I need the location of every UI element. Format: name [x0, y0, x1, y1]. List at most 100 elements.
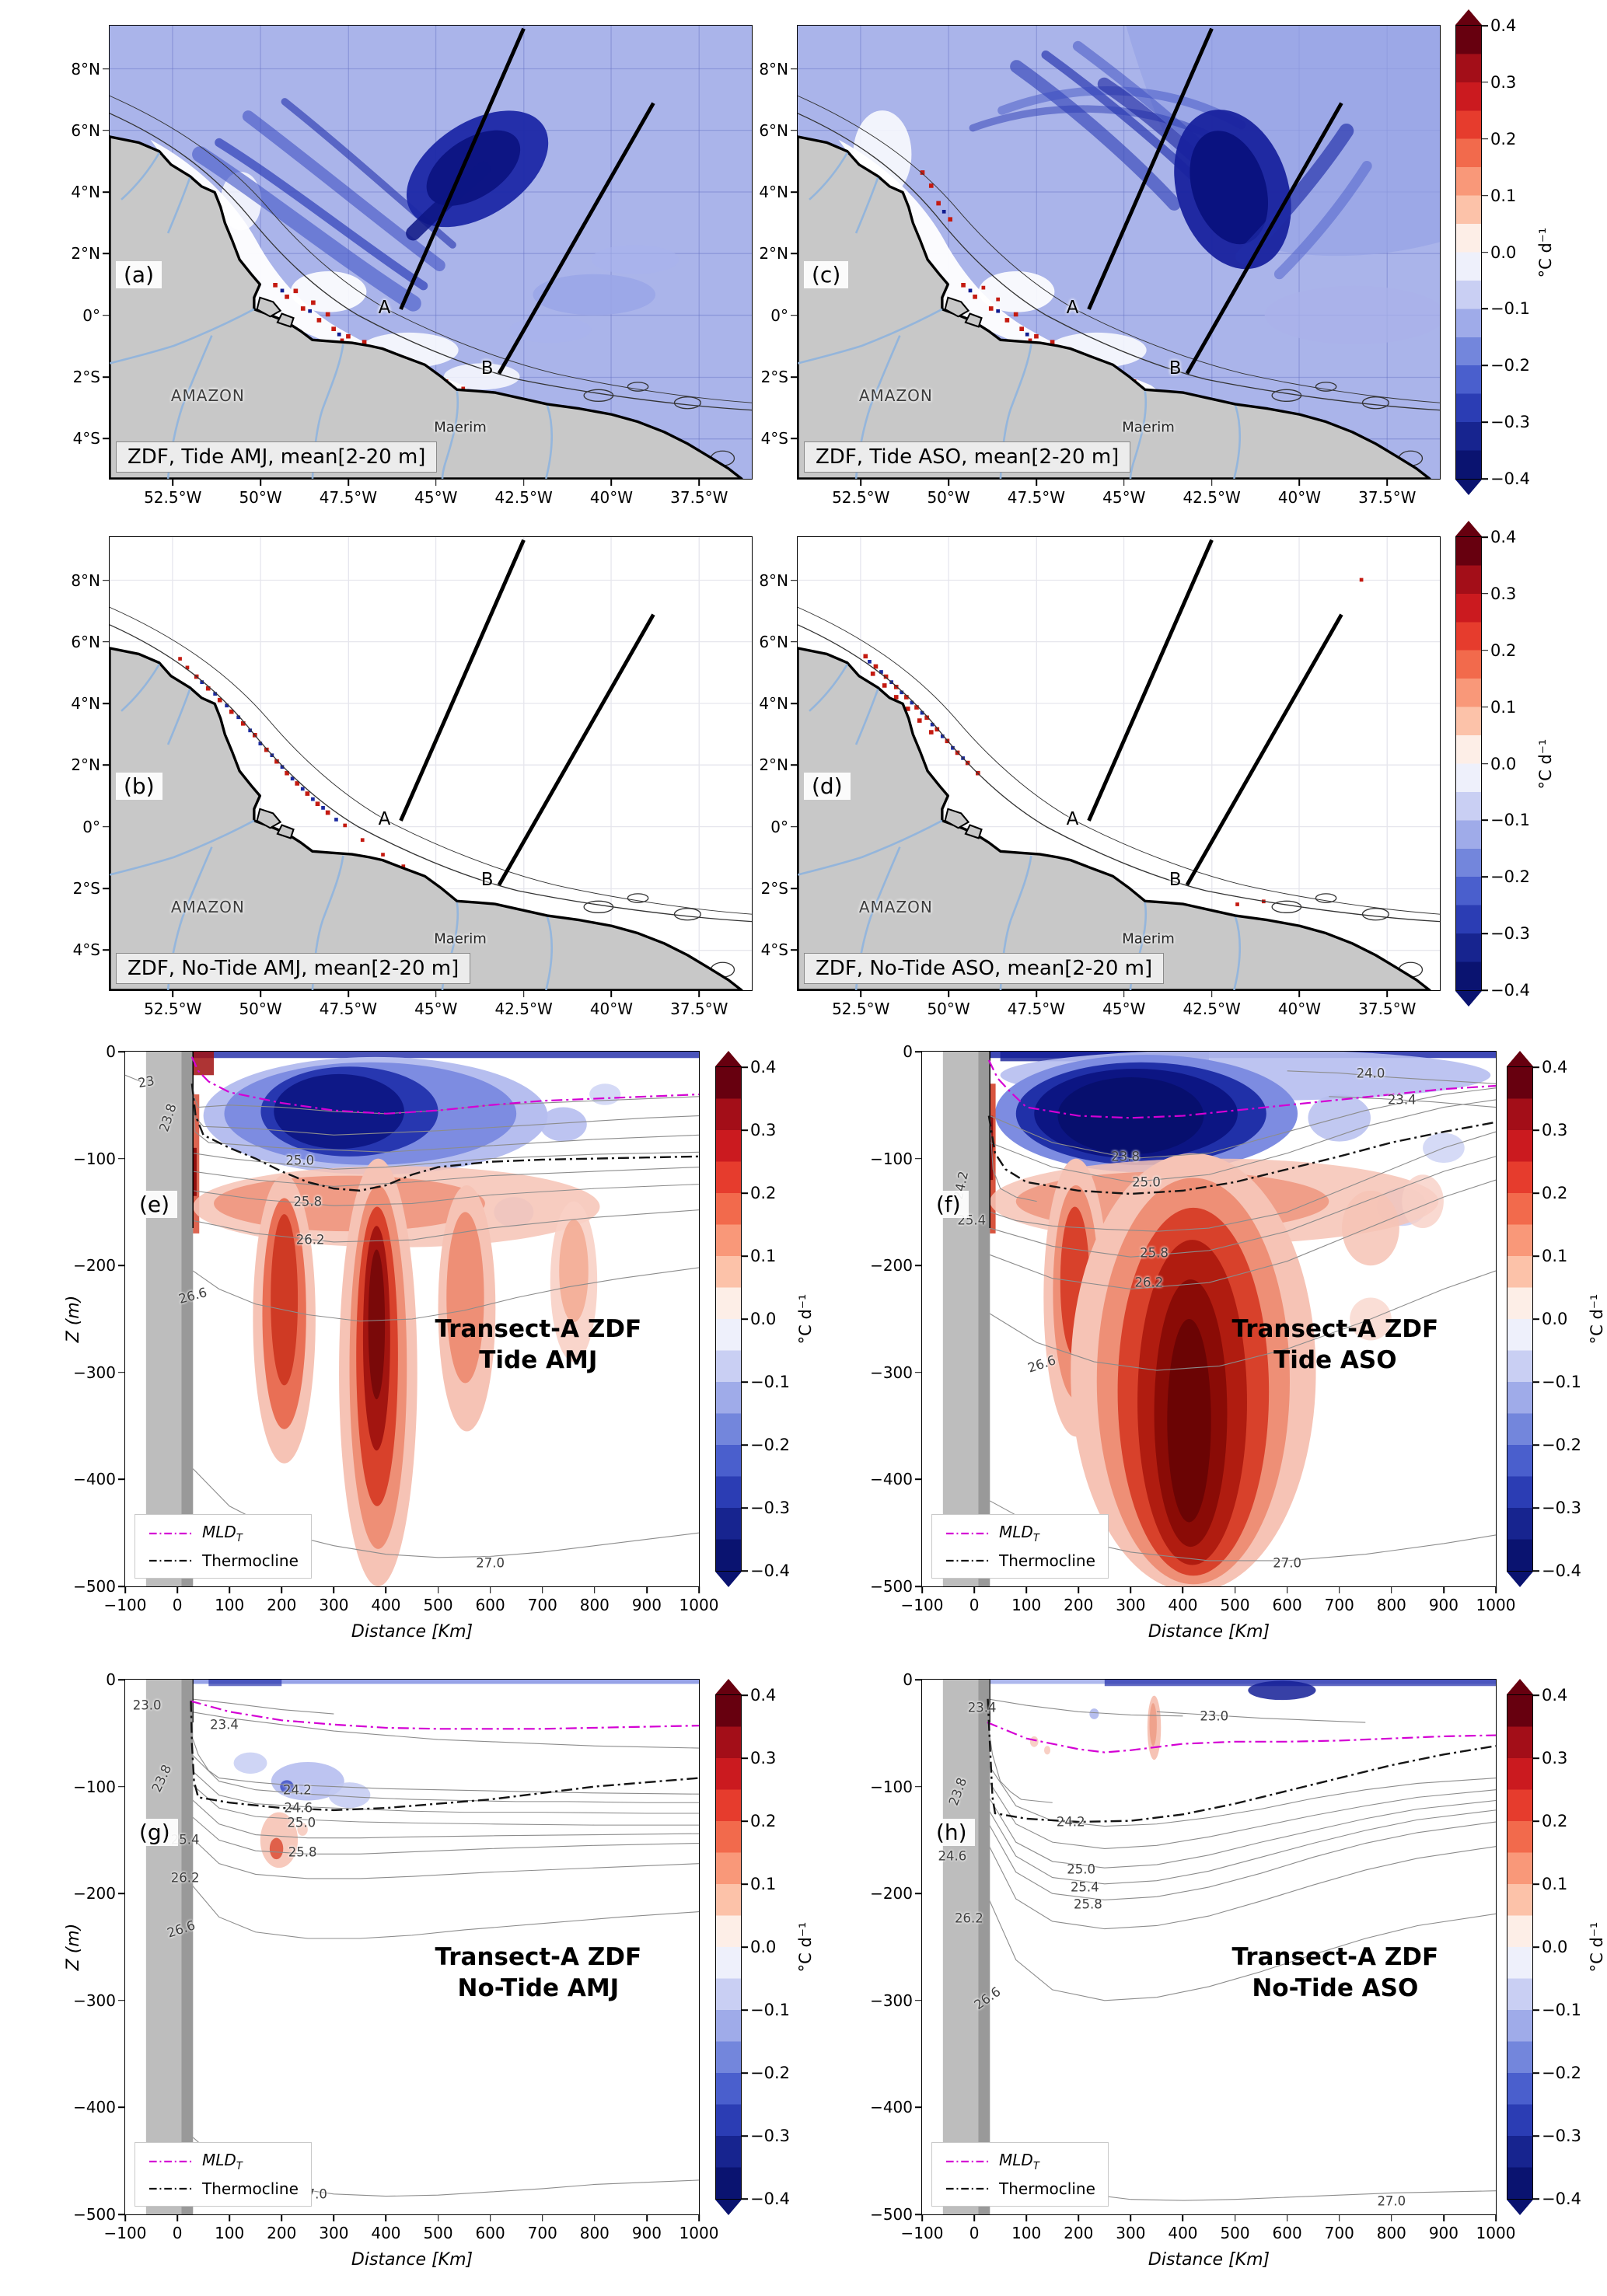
- panel-c-map: (c) AMAZON Maerim A B ZDF, Tide ASO, mea…: [759, 25, 1441, 507]
- x-tick-mark: [1210, 990, 1213, 997]
- y-tick-label: −200: [870, 1256, 913, 1275]
- x-tick-mark: [124, 1586, 126, 1593]
- y-tick-label: 0: [903, 1042, 913, 1061]
- x-tick-label: 200: [267, 1596, 297, 1614]
- colorbar-tick-label: −0.1: [1542, 1373, 1581, 1391]
- annotation-amazon: AMAZON: [858, 386, 933, 405]
- colorbar-tick-label: −0.2: [750, 1436, 790, 1454]
- mld-line: [192, 1057, 699, 1114]
- mld-line-sample: [945, 2160, 989, 2163]
- x-tick-label: 45°W: [414, 488, 458, 507]
- y-tick-label: −400: [870, 1470, 913, 1489]
- y-tick-mark: [791, 130, 798, 131]
- map-plot-b: [110, 537, 752, 990]
- y-tick-label: −100: [73, 1777, 116, 1796]
- y-tick-mark: [915, 1051, 922, 1052]
- colorbar-tick-label: −0.3: [1542, 2127, 1581, 2145]
- colorbar-panel-e: 0.4 0.3 0.2 0.1 0.0 −0.1 −0.2 −0.3 −0.4 °C d⁻¹: [715, 1051, 815, 1587]
- colorbar-tick-mark: [742, 1820, 748, 1822]
- x-tick-label: 200: [1064, 1596, 1094, 1614]
- colorbar-extend-max: [1455, 521, 1482, 536]
- panel-label: (d): [804, 773, 851, 801]
- x-tick-mark: [437, 2214, 439, 2221]
- panel-label: (c): [804, 261, 849, 289]
- colorbar-tick-label: −0.1: [750, 1373, 790, 1391]
- y-tick-label: −100: [73, 1149, 116, 1168]
- x-tick-label: 700: [527, 1596, 557, 1614]
- x-tick-mark: [646, 2214, 648, 2221]
- y-tick-mark: [118, 1051, 125, 1052]
- x-tick-label: 47.5°W: [319, 488, 378, 507]
- x-tick-label: 47.5°W: [1007, 488, 1066, 507]
- map-plot-a: [110, 26, 752, 479]
- isopycnal-label: 25.4: [1070, 1879, 1099, 1895]
- mld-line-sample: [148, 1532, 192, 1535]
- colorbar-tick-label: −0.1: [750, 2001, 790, 2019]
- y-tick-label: −200: [73, 1256, 116, 1275]
- colorbar-extend-min: [715, 2200, 742, 2215]
- isopycnal-label: 25.0: [1067, 1862, 1095, 1877]
- x-tick-label: 37.5°W: [670, 488, 728, 507]
- x-tick-label: −100: [103, 2224, 147, 2242]
- y-tick-mark: [791, 703, 798, 704]
- y-tick-label: 4°N: [71, 183, 100, 202]
- x-tick-mark: [1443, 1586, 1445, 1593]
- x-tick-mark: [333, 1586, 335, 1593]
- colorbar-unit-label: °C d⁻¹: [1588, 1293, 1606, 1345]
- y-tick-mark: [118, 1679, 125, 1680]
- colorbar-tick-label: 0.2: [1490, 129, 1517, 148]
- colorbar-tick-mark: [1533, 1066, 1539, 1068]
- x-tick-label: 400: [371, 1596, 401, 1614]
- x-tick-label: 1000: [679, 2224, 719, 2242]
- x-tick-mark: [698, 1586, 700, 1593]
- colorbar-tick-mark: [1482, 706, 1488, 708]
- x-tick-mark: [860, 990, 862, 997]
- y-tick-label: 6°N: [759, 632, 788, 651]
- y-tick-label: −200: [73, 1884, 116, 1903]
- annotation-transect-b: B: [480, 869, 494, 890]
- y-tick-mark: [915, 1586, 922, 1587]
- x-tick-label: 45°W: [1102, 488, 1146, 507]
- colorbar-tick-label: 0.4: [1542, 1686, 1568, 1705]
- panel-d-map: (d) AMAZON Maerim A B ZDF, No-Tide ASO, …: [759, 536, 1441, 1018]
- x-tick-label: 50°W: [927, 1000, 970, 1018]
- x-tick-mark: [435, 479, 437, 486]
- y-tick-label: −100: [870, 1777, 913, 1796]
- x-tick-label: 42.5°W: [1183, 1000, 1241, 1018]
- y-tick-mark: [118, 1157, 125, 1160]
- y-tick-mark: [791, 641, 798, 643]
- x-tick-mark: [348, 990, 349, 997]
- y-tick-label: 8°N: [71, 571, 100, 590]
- annotation-amazon: AMAZON: [858, 897, 933, 916]
- legend: MLDT Thermocline: [931, 2142, 1109, 2207]
- isopycnal-label: 25.8: [288, 1844, 317, 1860]
- colorbar-extend-min: [1507, 2200, 1533, 2215]
- isopycnal-label: 25.4: [170, 1832, 200, 1848]
- map-plot-c: [798, 26, 1440, 479]
- x-tick-mark: [333, 2214, 335, 2221]
- x-tick-mark: [1130, 1586, 1132, 1593]
- colorbar-tick-mark: [1533, 1129, 1539, 1131]
- transect-plot-g: [125, 1680, 699, 2214]
- colorbar-tick-mark: [742, 2135, 748, 2137]
- annotation-transect-a: A: [378, 298, 391, 319]
- y-tick-mark: [791, 191, 798, 193]
- colorbar-tick-label: 0.0: [1542, 1938, 1568, 1956]
- x-tick-label: 52.5°W: [832, 488, 890, 507]
- colorbar-tick-mark: [742, 1694, 748, 1696]
- colorbar-unit-label: °C d⁻¹: [1588, 1921, 1606, 1973]
- x-tick-mark: [1078, 2214, 1080, 2221]
- transect-title: Transect-A ZDF No-Tide AMJ: [435, 1943, 642, 2003]
- colorbar-tick-mark: [1533, 1318, 1539, 1320]
- x-tick-label: 52.5°W: [144, 1000, 202, 1018]
- panel-label: (e): [131, 1190, 178, 1218]
- colorbar-tick-mark: [1533, 2072, 1539, 2074]
- x-tick-label: 400: [1168, 1596, 1198, 1614]
- colorbar-tick-label: −0.2: [1542, 2064, 1581, 2082]
- x-tick-label: 42.5°W: [494, 1000, 553, 1018]
- x-tick-mark: [948, 990, 949, 997]
- x-tick-mark: [1234, 2214, 1236, 2221]
- isopycnal-label: 24.6: [284, 1800, 313, 1816]
- y-tick-label: 4°N: [759, 183, 788, 202]
